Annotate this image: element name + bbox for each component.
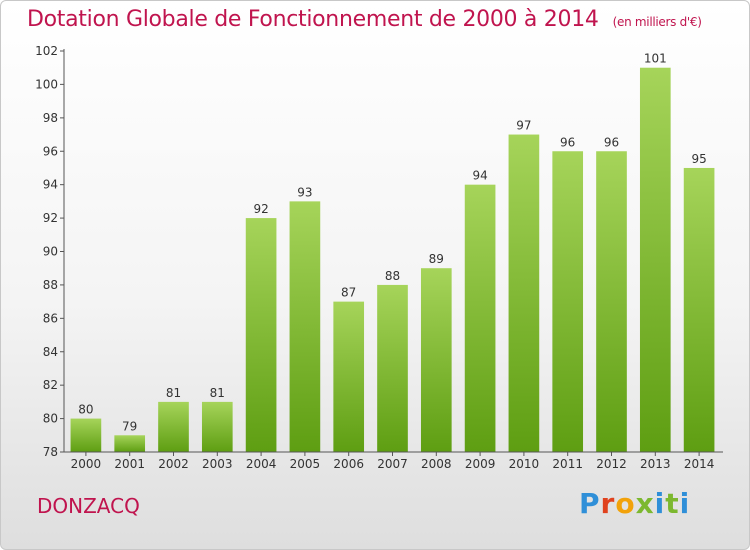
bar-value-label: 96 bbox=[604, 135, 619, 149]
bar-value-label: 81 bbox=[166, 386, 181, 400]
x-tick-label: 2002 bbox=[158, 457, 189, 471]
y-tick-label: 82 bbox=[43, 378, 58, 392]
y-tick-label: 78 bbox=[43, 445, 58, 459]
bar-value-label: 93 bbox=[297, 185, 312, 199]
x-tick-label: 2003 bbox=[202, 457, 233, 471]
y-tick-label: 80 bbox=[43, 412, 58, 426]
y-tick-label: 94 bbox=[43, 178, 58, 192]
x-tick-label: 2010 bbox=[509, 457, 540, 471]
x-tick-label: 2013 bbox=[640, 457, 671, 471]
bar-2000 bbox=[70, 418, 102, 452]
x-tick-label: 2000 bbox=[71, 457, 102, 471]
bar-value-label: 88 bbox=[385, 269, 400, 283]
bar-value-label: 101 bbox=[644, 52, 667, 66]
chart-title: Dotation Globale de Fonctionnement de 20… bbox=[27, 7, 702, 32]
y-tick-label: 90 bbox=[43, 245, 58, 259]
y-tick-label: 100 bbox=[35, 77, 58, 91]
y-tick-label: 92 bbox=[43, 211, 58, 225]
bar-value-label: 97 bbox=[516, 119, 531, 133]
bar-value-label: 96 bbox=[560, 135, 575, 149]
x-tick-label: 2011 bbox=[552, 457, 583, 471]
proxiti-logo: Proxiti bbox=[579, 487, 691, 520]
x-tick-label: 2008 bbox=[421, 457, 452, 471]
commune-name: DONZACQ bbox=[37, 494, 140, 518]
chart-title-text: Dotation Globale de Fonctionnement de 20… bbox=[27, 7, 599, 32]
bar-value-label: 89 bbox=[429, 252, 444, 266]
bar-2006 bbox=[333, 301, 365, 452]
y-tick-label: 98 bbox=[43, 111, 58, 125]
x-tick-label: 2001 bbox=[114, 457, 145, 471]
bar-value-label: 79 bbox=[122, 419, 137, 433]
y-axis: 78 80 82 84 86 88 90 92 94 96 98 100 102 bbox=[35, 44, 65, 459]
bar-2005 bbox=[289, 201, 321, 452]
x-tick-label: 2012 bbox=[596, 457, 627, 471]
x-tick-label: 2004 bbox=[246, 457, 277, 471]
bar-2011 bbox=[552, 151, 584, 452]
y-tick-label: 102 bbox=[35, 44, 58, 58]
bar-value-label: 80 bbox=[78, 403, 93, 417]
bar-value-label: 92 bbox=[253, 202, 268, 216]
bar-value-label: 87 bbox=[341, 286, 356, 300]
x-tick-label: 2007 bbox=[377, 457, 408, 471]
bar-value-label: 94 bbox=[472, 169, 487, 183]
bar-value-label: 81 bbox=[210, 386, 225, 400]
bars: 80 79 81 81 92 93 87 88 89 94 97 96 96 101 95 bbox=[70, 52, 715, 453]
bar-2001 bbox=[114, 435, 146, 452]
x-tick-label: 2014 bbox=[684, 457, 715, 471]
x-tick-label: 2005 bbox=[290, 457, 321, 471]
bar-2007 bbox=[377, 284, 408, 452]
y-tick-label: 88 bbox=[43, 278, 58, 292]
bar-2010 bbox=[508, 134, 540, 452]
y-tick-label: 96 bbox=[43, 144, 58, 158]
bar-2002 bbox=[158, 401, 189, 452]
y-tick-label: 84 bbox=[43, 345, 58, 359]
bar-2013 bbox=[639, 67, 671, 452]
bar-2014 bbox=[683, 167, 715, 453]
x-tick-label: 2006 bbox=[333, 457, 364, 471]
chart-unit: (en milliers d'€) bbox=[612, 15, 702, 29]
x-tick-label: 2009 bbox=[465, 457, 496, 471]
bar-2003 bbox=[201, 401, 233, 452]
x-axis: 2000 2001 2002 2003 2004 2005 2006 2007 2008 2009… bbox=[64, 451, 723, 471]
y-tick-label: 86 bbox=[43, 311, 58, 325]
bar-value-label: 95 bbox=[691, 152, 706, 166]
bar-2004 bbox=[245, 218, 277, 452]
bar-2012 bbox=[596, 151, 627, 452]
bar-2009 bbox=[464, 184, 496, 452]
bar-2008 bbox=[420, 268, 452, 452]
